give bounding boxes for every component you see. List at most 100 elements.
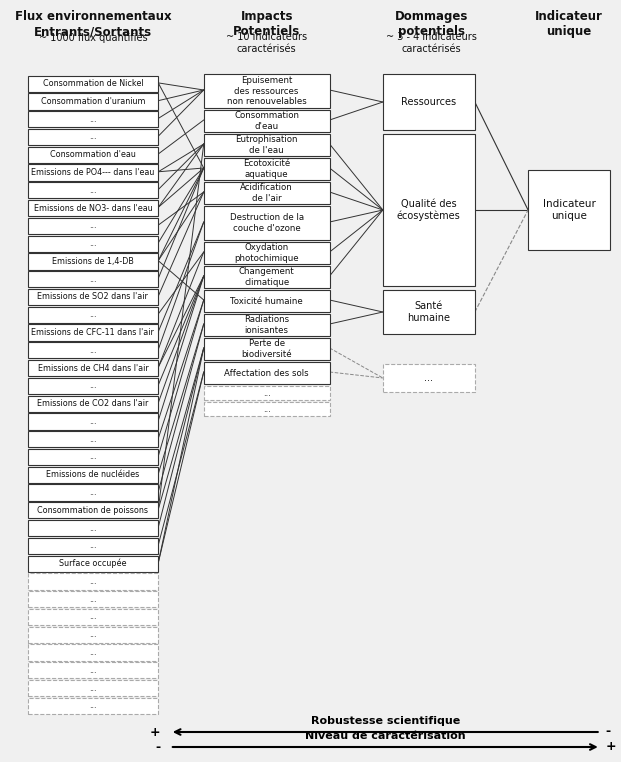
Text: ...: ... <box>89 115 97 123</box>
FancyBboxPatch shape <box>27 413 158 430</box>
FancyBboxPatch shape <box>27 485 158 501</box>
FancyBboxPatch shape <box>204 74 330 108</box>
Text: Dommages
potentiels: Dommages potentiels <box>394 10 468 38</box>
Text: Perte de
biodiversité: Perte de biodiversité <box>242 339 292 359</box>
Text: ...: ... <box>89 684 97 693</box>
Text: ...: ... <box>89 577 97 586</box>
Text: Emissions de NO3- dans l'eau: Emissions de NO3- dans l'eau <box>34 203 152 213</box>
Text: ...: ... <box>89 541 97 550</box>
FancyBboxPatch shape <box>204 110 330 132</box>
FancyBboxPatch shape <box>27 609 158 625</box>
Text: Consommation de poissons: Consommation de poissons <box>37 506 148 515</box>
Text: Changement
climatique: Changement climatique <box>239 267 294 287</box>
FancyBboxPatch shape <box>27 680 158 696</box>
Text: Emissions de nucléides: Emissions de nucléides <box>47 470 140 479</box>
FancyBboxPatch shape <box>204 402 330 416</box>
Text: Emissions de CH4 dans l'air: Emissions de CH4 dans l'air <box>37 363 148 373</box>
FancyBboxPatch shape <box>27 520 158 536</box>
Text: ...: ... <box>89 346 97 355</box>
Text: ...: ... <box>89 274 97 283</box>
Text: ...: ... <box>89 417 97 426</box>
Text: ...: ... <box>89 523 97 533</box>
Text: ...: ... <box>89 453 97 462</box>
Text: Impacts
Potentiels: Impacts Potentiels <box>233 10 301 38</box>
Text: ...: ... <box>89 381 97 390</box>
Text: Oxydation
photochimique: Oxydation photochimique <box>234 243 299 263</box>
Text: -: - <box>155 741 160 754</box>
FancyBboxPatch shape <box>27 360 158 376</box>
FancyBboxPatch shape <box>27 538 158 554</box>
FancyBboxPatch shape <box>204 386 330 400</box>
FancyBboxPatch shape <box>27 431 158 447</box>
Text: Emissions de CFC-11 dans l'air: Emissions de CFC-11 dans l'air <box>32 328 155 337</box>
FancyBboxPatch shape <box>27 342 158 358</box>
FancyBboxPatch shape <box>27 129 158 145</box>
FancyBboxPatch shape <box>204 206 330 240</box>
FancyBboxPatch shape <box>27 306 158 323</box>
Text: ...: ... <box>89 239 97 248</box>
FancyBboxPatch shape <box>27 93 158 110</box>
Text: Consommation
d'eau: Consommation d'eau <box>234 111 299 131</box>
Text: Toxicité humaine: Toxicité humaine <box>230 296 303 306</box>
FancyBboxPatch shape <box>204 182 330 204</box>
FancyBboxPatch shape <box>27 662 158 678</box>
Text: +: + <box>150 725 160 738</box>
Text: ...: ... <box>89 222 97 230</box>
Text: Surface occupée: Surface occupée <box>59 559 127 568</box>
FancyBboxPatch shape <box>204 158 330 180</box>
FancyBboxPatch shape <box>383 290 475 334</box>
FancyBboxPatch shape <box>27 395 158 411</box>
FancyBboxPatch shape <box>27 698 158 714</box>
FancyBboxPatch shape <box>27 75 158 91</box>
Text: ...: ... <box>89 613 97 622</box>
Text: Eutrophisation
de l'eau: Eutrophisation de l'eau <box>235 136 298 155</box>
Text: Robustesse scientifique: Robustesse scientifique <box>310 716 460 726</box>
Text: ...: ... <box>424 373 433 383</box>
Text: Qualité des
écosystèmes: Qualité des écosystèmes <box>397 199 461 221</box>
Text: Radiations
ionisantes: Radiations ionisantes <box>244 315 289 335</box>
FancyBboxPatch shape <box>204 242 330 264</box>
FancyBboxPatch shape <box>27 289 158 305</box>
Text: ~ 1000 flux quantifiés: ~ 1000 flux quantifiés <box>39 32 147 43</box>
Text: ...: ... <box>89 133 97 142</box>
FancyBboxPatch shape <box>204 362 330 384</box>
Text: Indicateur
unique: Indicateur unique <box>543 199 596 221</box>
Text: Niveau de caractérisation: Niveau de caractérisation <box>305 731 466 741</box>
FancyBboxPatch shape <box>27 378 158 394</box>
FancyBboxPatch shape <box>27 573 158 590</box>
FancyBboxPatch shape <box>27 645 158 661</box>
FancyBboxPatch shape <box>204 134 330 156</box>
Text: ...: ... <box>89 648 97 657</box>
Text: ...: ... <box>89 701 97 710</box>
FancyBboxPatch shape <box>204 314 330 336</box>
Text: -: - <box>605 725 610 738</box>
FancyBboxPatch shape <box>27 271 158 287</box>
Text: Destruction de la
couche d'ozone: Destruction de la couche d'ozone <box>230 213 304 232</box>
Text: ~ 10 indicateurs
caractérisés: ~ 10 indicateurs caractérisés <box>226 32 307 53</box>
Text: ...: ... <box>263 389 271 398</box>
Text: Santé
humaine: Santé humaine <box>407 301 450 323</box>
Text: ...: ... <box>89 666 97 675</box>
FancyBboxPatch shape <box>27 165 158 181</box>
Text: Ressources: Ressources <box>401 97 456 107</box>
Text: Flux environnementaux
Entrants/Sortants: Flux environnementaux Entrants/Sortants <box>14 10 171 38</box>
FancyBboxPatch shape <box>528 170 610 250</box>
Text: Epuisement
des ressources
non renouvelables: Epuisement des ressources non renouvelab… <box>227 76 307 106</box>
FancyBboxPatch shape <box>27 235 158 251</box>
FancyBboxPatch shape <box>27 466 158 483</box>
Text: Emissions de SO2 dans l'air: Emissions de SO2 dans l'air <box>37 293 148 302</box>
FancyBboxPatch shape <box>204 338 330 360</box>
FancyBboxPatch shape <box>27 111 158 127</box>
Text: Consommation d'eau: Consommation d'eau <box>50 150 136 159</box>
Text: Ecotoxicité
aquatique: Ecotoxicité aquatique <box>243 159 290 179</box>
FancyBboxPatch shape <box>204 266 330 288</box>
Text: ...: ... <box>263 405 271 414</box>
Text: Emissions de 1,4-DB: Emissions de 1,4-DB <box>52 257 134 266</box>
Text: ...: ... <box>89 434 97 443</box>
Text: ...: ... <box>89 186 97 195</box>
FancyBboxPatch shape <box>27 449 158 465</box>
Text: ~ 3 - 4 indicateurs
caractérisés: ~ 3 - 4 indicateurs caractérisés <box>386 32 477 53</box>
FancyBboxPatch shape <box>27 200 158 216</box>
Text: Emissions de CO2 dans l'air: Emissions de CO2 dans l'air <box>37 399 148 408</box>
FancyBboxPatch shape <box>383 364 475 392</box>
